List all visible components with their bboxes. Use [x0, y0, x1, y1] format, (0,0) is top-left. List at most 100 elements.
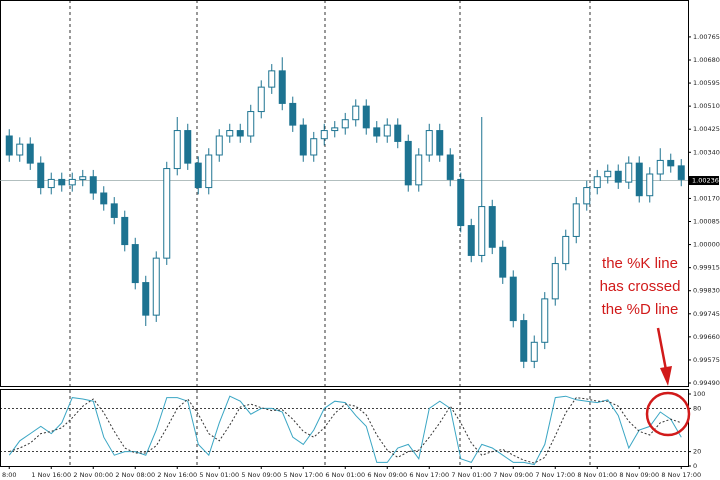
candle-body	[289, 102, 297, 126]
candle-body	[37, 162, 45, 189]
candle-body	[257, 86, 265, 113]
x-tick-label: 7 Nov 09:00	[493, 471, 533, 479]
annotation: the %D line	[602, 301, 679, 318]
oscillator-panel-border	[0, 389, 689, 467]
x-tick-label: 6 Nov 17:00	[409, 471, 449, 479]
candle-body	[79, 176, 87, 180]
candle-body	[226, 130, 234, 137]
annotation: the %K line	[602, 255, 678, 272]
y-tick-label: 20	[693, 448, 701, 456]
y-tick-label: 0.99490	[693, 379, 720, 387]
y-tick-label: 0.99660	[693, 333, 720, 341]
x-tick-label: 2 Nov 08:00	[115, 471, 155, 479]
y-tick-label: 1.00000	[693, 241, 720, 249]
y-tick-label: 0.99915	[693, 264, 720, 272]
candle-body	[215, 135, 223, 156]
candle-body	[520, 320, 528, 362]
arrow-shaft	[656, 327, 668, 371]
candle-body	[268, 70, 276, 88]
candle-body	[383, 124, 391, 137]
y-tick-label: 1.00425	[693, 125, 720, 133]
highlight-circle	[645, 391, 691, 437]
candle-body	[509, 276, 517, 322]
candle-body	[47, 178, 55, 189]
x-tick-label: 8:00	[2, 471, 17, 479]
candle-body	[26, 143, 34, 164]
day-separators	[69, 0, 591, 466]
candle-body	[677, 165, 685, 180]
candle-body	[425, 130, 433, 156]
y-tick-label: 1.00170	[693, 194, 720, 202]
y-tick-label: 1.00085	[693, 218, 720, 226]
candle-body	[163, 168, 171, 259]
candle-body	[457, 178, 465, 227]
y-tick-label: 80	[693, 404, 701, 412]
candle-body	[131, 244, 139, 284]
y-tick-label: 1.00595	[693, 79, 720, 87]
candle-body	[89, 176, 97, 194]
candle-body	[100, 192, 108, 205]
candle-body	[58, 178, 66, 186]
candle-body	[593, 176, 601, 189]
candle-body	[310, 138, 318, 156]
candle-body	[541, 298, 549, 343]
candle-body	[16, 143, 24, 156]
candle-body	[205, 154, 213, 189]
candle-body	[68, 178, 76, 186]
x-tick-label: 2 Nov 16:00	[157, 471, 197, 479]
candle-body	[467, 225, 475, 256]
y-tick-label: 1.00765	[693, 33, 720, 41]
y-tick-label: 1.00510	[693, 102, 720, 110]
candle-body	[394, 124, 402, 142]
x-tick-label: 8 Nov 01:00	[577, 471, 617, 479]
candle-body	[530, 341, 538, 362]
candle-body	[583, 187, 591, 205]
candle-body	[341, 119, 349, 129]
candle-body	[194, 162, 202, 189]
candle-body	[110, 203, 118, 218]
x-tick-label: 1 Nov 16:00	[31, 471, 71, 479]
candle-body	[572, 203, 580, 237]
x-tick-label: 5 Nov 01:00	[199, 471, 239, 479]
candle-body	[499, 246, 507, 278]
candle-body	[121, 216, 129, 246]
candle-body	[299, 124, 307, 156]
candle-body	[436, 130, 444, 156]
candle-body	[152, 257, 160, 316]
candle-body	[236, 130, 244, 137]
y-tick-label: 1.00340	[693, 148, 720, 156]
x-tick-label: 5 Nov 17:00	[283, 471, 323, 479]
x-tick-label: 5 Nov 09:00	[241, 471, 281, 479]
x-tick-label: 7 Nov 17:00	[535, 471, 575, 479]
candle-body	[5, 135, 13, 156]
y-tick-label: 0.99575	[693, 356, 720, 364]
candle-body	[142, 282, 150, 316]
candle-body	[352, 105, 360, 121]
candle-body	[404, 140, 412, 186]
y-tick-label: 100	[693, 390, 705, 398]
candle-body	[614, 170, 622, 183]
candle-body	[635, 162, 643, 197]
x-tick-label: 6 Nov 01:00	[325, 471, 365, 479]
candle-body	[173, 130, 181, 170]
x-tick-label: 8 Nov 09:00	[619, 471, 659, 479]
candle-body	[278, 70, 286, 104]
candle-body	[551, 263, 559, 300]
candle-body	[646, 173, 654, 197]
candle-body	[320, 130, 328, 140]
candle-body	[667, 159, 675, 167]
y-tick-label: 0.99745	[693, 310, 720, 318]
candle-body	[562, 235, 570, 265]
x-tick-label: 2 Nov 00:00	[73, 471, 113, 479]
candle-body	[488, 206, 496, 248]
last-price-label: 1.00236	[692, 177, 719, 185]
candle-body	[656, 159, 664, 175]
candle-body	[604, 170, 612, 178]
y-tick-label: 1.00680	[693, 56, 720, 64]
candle-body	[625, 162, 633, 183]
candle-body	[247, 111, 255, 137]
y-tick-label: 0	[693, 462, 697, 470]
y-tick-label: 0.99830	[693, 287, 720, 295]
arrow-head	[660, 366, 672, 386]
